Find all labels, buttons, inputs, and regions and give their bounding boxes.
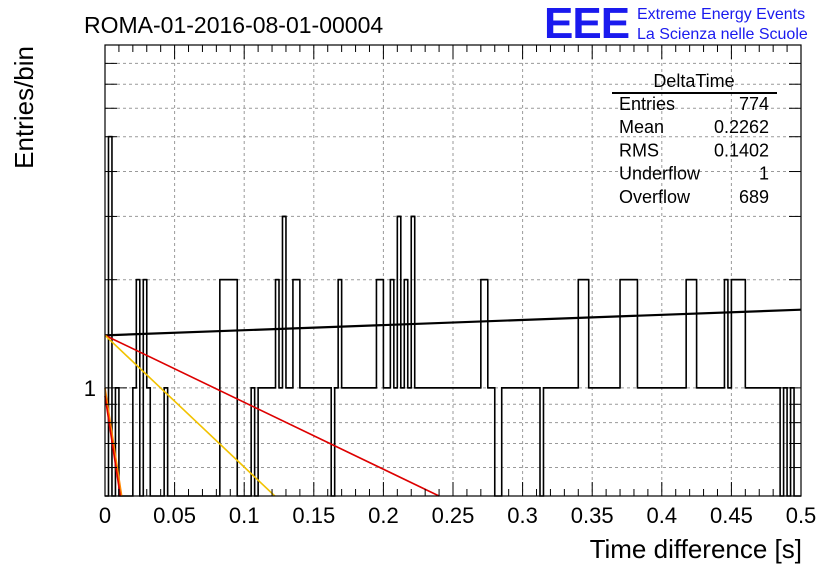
grid	[104, 44, 802, 497]
fit-line	[104, 334, 440, 497]
fit-line	[104, 334, 276, 497]
stats-value: 774	[739, 94, 769, 114]
stats-label: RMS	[619, 140, 659, 160]
y-axis-title: Entries/bin	[9, 46, 39, 169]
fit-line	[104, 387, 123, 497]
logo-mark: EEE	[544, 0, 629, 48]
fit-line	[104, 308, 802, 337]
x-tick-label: 0.35	[571, 503, 614, 528]
fit-lines	[104, 308, 802, 497]
x-tick-label: 0.4	[647, 503, 678, 528]
stats-label: Mean	[619, 117, 664, 137]
x-axis-title: Time difference [s]	[590, 534, 802, 564]
stats-label: Underflow	[619, 164, 701, 184]
stats-label: Overflow	[619, 187, 691, 207]
x-tick-label: 0.1	[229, 503, 260, 528]
stats-rows: Entries 774 Mean 0.2262 RMS 0.1402 Underflow 1 O…	[619, 94, 769, 207]
x-tick-label: 0.3	[507, 503, 538, 528]
x-tick-label: 0.15	[292, 503, 335, 528]
fit-line	[104, 395, 122, 497]
stats-value: 0.1402	[714, 140, 769, 160]
logo-line-2: La Scienza nelle Scuole	[637, 26, 808, 43]
stats-label: Entries	[619, 94, 675, 114]
stats-value: 689	[739, 187, 769, 207]
chart-title: ROMA-01-2016-08-01-00004	[84, 12, 383, 38]
eee-logo: EEE Extreme Energy Events La Scienza nel…	[544, 0, 808, 48]
x-tick-label: 0.5	[786, 503, 817, 528]
logo-line-1: Extreme Energy Events	[637, 6, 805, 23]
x-tick-label: 0.05	[153, 503, 196, 528]
x-tick-label: 0.45	[710, 503, 753, 528]
x-tick-label: 0	[99, 503, 111, 528]
stats-box: DeltaTime Entries 774 Mean 0.2262 RMS 0.1402 U…	[612, 71, 777, 207]
x-tick-label: 0.25	[432, 503, 475, 528]
x-tick-label: 0.2	[368, 503, 399, 528]
stats-value: 1	[759, 164, 769, 184]
axis-ticks: 0 0.05 0.1 0.15 0.2 0.25 0.3 0.35 0.4 0.45 0.5 1	[84, 44, 817, 528]
stats-value: 0.2262	[714, 117, 769, 137]
y-tick-label: 1	[84, 376, 96, 401]
stats-title: DeltaTime	[653, 71, 734, 91]
